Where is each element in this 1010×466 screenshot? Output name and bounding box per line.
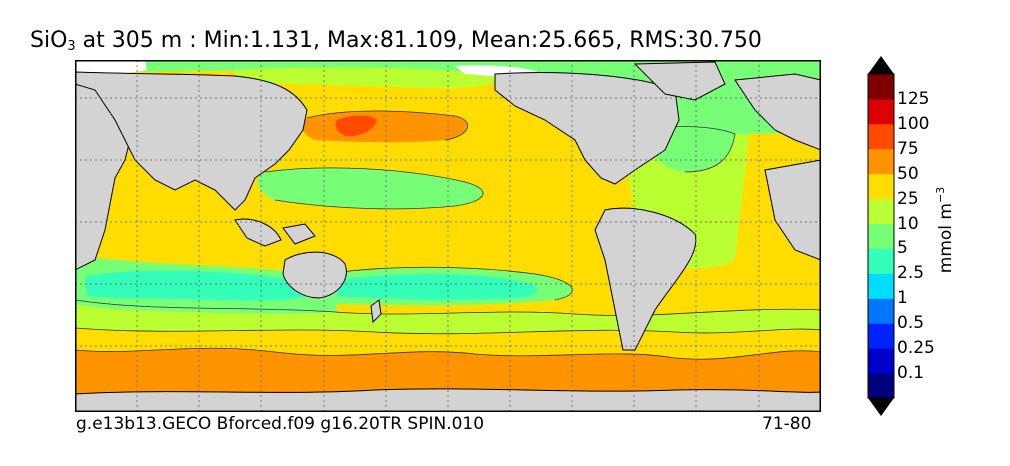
map-frame [75,60,821,412]
colorbar-tick-label: 10 [897,213,919,234]
colorbar-tick-label: 1 [897,288,908,309]
indian-ocean-2-5-5-region [85,270,323,301]
colorbar-tick-label: 5 [897,238,908,259]
title-stats: at 305 m : Min:1.131, Max:81.109, Mean:2… [75,28,762,53]
map-title: SiO3 at 305 m : Min:1.131, Max:81.109, M… [30,28,762,54]
colorbar-segment [868,223,894,249]
arctic-5-10-region [75,60,821,134]
colorbar-segments [867,56,895,416]
south-pacific-2-5-5-region [337,274,538,300]
colorbar-segment [868,248,894,274]
colorbar-tick-label: 2.5 [897,263,925,284]
colorbar-tick-label: 0.1 [897,363,925,384]
land-europe [734,73,821,151]
years-label: 71-80 [762,414,812,434]
north-pacific-5-10-region [257,167,484,209]
title-species-subscript: 3 [67,39,76,54]
colorbar-tick-label: 50 [897,163,919,184]
land-greenland [633,61,726,101]
colorbar-segment [868,173,894,200]
case-name-label: g.e13b13.GECO Bforced.f09 g16.20TR SPIN.… [76,414,485,434]
colorbar-tick-label: 125 [897,88,930,109]
north-pacific-75-100-region [335,115,377,137]
land-africa-east [764,159,821,261]
colorbar-segment [868,74,894,100]
colorbar-segment [868,123,894,150]
land-masses [75,61,821,412]
land-new-zealand [370,299,382,324]
colorbar-tick-label: 25 [897,188,919,209]
land-australia [282,251,347,299]
north-pacific-50-75-region [302,111,468,143]
unit-exponent: −3 [934,186,948,203]
colorbar-segment [868,323,894,349]
land-maritime-asia [234,218,316,247]
colorbar-segment [868,373,894,399]
colorbar-segment [868,273,894,299]
colorbar-tick-label: 100 [897,113,930,134]
colorbar [867,56,895,416]
colorbar-frame [867,73,895,399]
colorbar-extend-high-arrow [868,56,894,74]
colorbar-extend-low-arrow [868,398,894,416]
colorbar-tick-label: 75 [897,138,919,159]
arctic-10-25-fringe [235,67,501,89]
map-gridlines [75,60,821,412]
colorbar-segment [868,148,894,175]
land-south-america [594,207,697,351]
colorbar-segment [868,198,894,225]
colorbar-segment [868,298,894,324]
unit-base: mmol m [935,203,956,274]
ocean-map [75,60,821,412]
colorbar-segment [868,98,894,125]
title-species: SiO [30,28,68,53]
colorbar-tick-label: 0.25 [897,338,935,359]
land-eurasia [75,71,308,211]
colorbar-tick-labels: 0.1 0.25 0.5 1 2.5 5 10 25 50 75 100 125 [897,0,957,466]
colorbar-tick-label: 0.5 [897,313,925,334]
contour-lines [75,110,821,360]
colorbar-segment [868,348,894,374]
colorbar-unit-label: mmol m−3 [934,187,956,273]
